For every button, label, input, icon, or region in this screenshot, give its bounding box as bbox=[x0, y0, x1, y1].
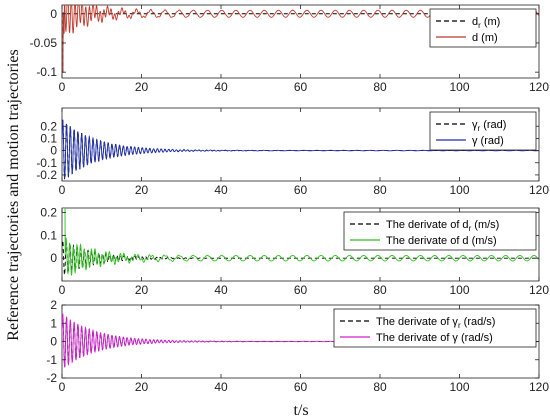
legend: γr (rad)γ (rad) bbox=[429, 111, 537, 151]
x-tick-label: 0 bbox=[59, 183, 66, 197]
legend-label-subscript: r bbox=[478, 124, 481, 133]
series-line-dd bbox=[62, 208, 539, 276]
y-tick-label: -0.1 bbox=[36, 156, 57, 170]
legend-label-unit: (rad) bbox=[480, 119, 506, 131]
legend: The derivate of dr (m/s)The derivate of … bbox=[343, 211, 537, 251]
legend-label-g: γ (rad) bbox=[472, 135, 504, 147]
legend-label-dr: dr (m) bbox=[472, 16, 500, 30]
x-tick-label: 60 bbox=[294, 183, 308, 197]
x-tick-label: 40 bbox=[214, 80, 228, 94]
x-tick-label: 0 bbox=[59, 80, 66, 94]
y-tick-label: 0 bbox=[50, 7, 57, 21]
x-tick-label: 120 bbox=[529, 183, 549, 197]
y-tick-label: 0.1 bbox=[40, 228, 57, 242]
y-tick-label: 0.1 bbox=[40, 131, 57, 145]
y-tick-label: 2 bbox=[50, 298, 57, 312]
legend: dr (m)d (m) bbox=[429, 8, 537, 48]
y-tick-label: -0.1 bbox=[36, 65, 57, 79]
legend-label-unit: (m/s) bbox=[471, 219, 499, 231]
legend-label-main: γ bbox=[472, 135, 478, 147]
legend-box bbox=[429, 8, 537, 48]
legend-box bbox=[429, 111, 537, 151]
legend-label-main: The derivate of γ bbox=[376, 332, 458, 344]
y-tick-label: 1 bbox=[50, 316, 57, 330]
y-tick-label: 0 bbox=[50, 144, 57, 158]
x-tick-label: 20 bbox=[135, 80, 149, 94]
legend-label-ddr: The derivate of dr (m/s) bbox=[386, 219, 499, 233]
legend-label-unit: (rad/s) bbox=[461, 316, 496, 328]
x-tick-label: 40 bbox=[214, 380, 228, 394]
x-axis-label: t/s bbox=[293, 402, 308, 419]
legend-label-main: The derivate of d (m/s) bbox=[386, 235, 497, 247]
y-tick-label: -0.05 bbox=[30, 36, 58, 50]
legend-label-main: The derivate of d bbox=[386, 219, 469, 231]
x-tick-label: 80 bbox=[373, 183, 387, 197]
x-tick-label: 120 bbox=[529, 380, 549, 394]
legend-label-gr: γr (rad) bbox=[472, 119, 506, 133]
x-tick-label: 80 bbox=[373, 283, 387, 297]
series-line-g bbox=[62, 120, 539, 179]
legend-label-main: d bbox=[472, 16, 478, 28]
legend-label-d: d (m) bbox=[472, 32, 498, 44]
x-tick-label: 100 bbox=[449, 380, 469, 394]
x-tick-label: 120 bbox=[529, 80, 549, 94]
x-tick-label: 60 bbox=[294, 80, 308, 94]
y-tick-label: 0 bbox=[50, 335, 57, 349]
legend-label-subscript: r bbox=[469, 224, 472, 233]
x-tick-label: 20 bbox=[135, 283, 149, 297]
x-tick-label: 0 bbox=[59, 380, 66, 394]
legend-label-unit: (m) bbox=[481, 16, 501, 28]
legend-label-subscript: r bbox=[478, 21, 481, 30]
y-tick-label: 0.2 bbox=[40, 206, 57, 220]
y-tick-label: -2 bbox=[46, 371, 57, 385]
legend-label-dgr: The derivate of γr (rad/s) bbox=[376, 316, 495, 330]
x-tick-label: 100 bbox=[449, 283, 469, 297]
y-tick-label: -0.2 bbox=[36, 168, 57, 182]
legend-label-unit: (rad/s) bbox=[458, 332, 493, 344]
legend-box bbox=[343, 211, 537, 251]
subplot-3: 0 20 40 60 80 100 120 0.2 0.1 0 The derivate of dr… bbox=[40, 206, 549, 297]
y-axis-label: Reference trajectories and motion trajec… bbox=[5, 49, 22, 340]
legend-label-dd: The derivate of d (m/s) bbox=[386, 235, 497, 247]
x-tick-label: 60 bbox=[294, 380, 308, 394]
legend: The derivate of γr (rad/s)The derivate o… bbox=[333, 308, 537, 348]
x-tick-label: 80 bbox=[373, 80, 387, 94]
x-tick-label: 120 bbox=[529, 283, 549, 297]
y-tick-label: 0 bbox=[50, 251, 57, 265]
x-tick-label: 20 bbox=[135, 380, 149, 394]
legend-label-unit: (m) bbox=[478, 32, 498, 44]
x-tick-label: 0 bbox=[59, 283, 66, 297]
x-tick-label: 80 bbox=[373, 380, 387, 394]
x-tick-label: 60 bbox=[294, 283, 308, 297]
legend-label-main: d bbox=[472, 32, 478, 44]
legend-label-main: The derivate of γ bbox=[376, 316, 458, 328]
legend-label-main: γ bbox=[472, 119, 478, 131]
y-tick-label: -1 bbox=[46, 353, 57, 367]
x-tick-label: 40 bbox=[214, 283, 228, 297]
legend-label-dg: The derivate of γ (rad/s) bbox=[376, 332, 493, 344]
x-tick-label: 20 bbox=[135, 183, 149, 197]
legend-box bbox=[333, 308, 537, 348]
x-tick-label: 40 bbox=[214, 183, 228, 197]
legend-label-unit: (rad) bbox=[478, 135, 504, 147]
x-tick-label: 100 bbox=[449, 80, 469, 94]
legend-label-subscript: r bbox=[458, 321, 461, 330]
y-tick-label: 0.2 bbox=[40, 119, 57, 133]
x-tick-label: 100 bbox=[449, 183, 469, 197]
